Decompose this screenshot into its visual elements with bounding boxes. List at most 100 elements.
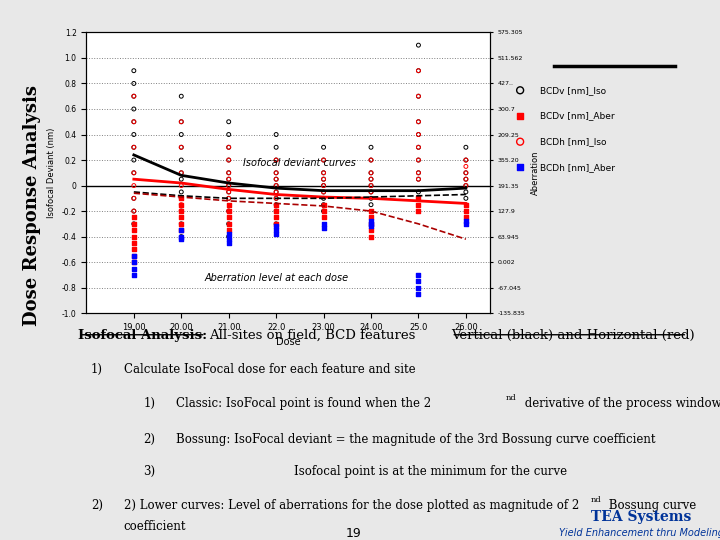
Point	[128, 181, 140, 190]
Point	[223, 235, 235, 244]
Point	[176, 226, 187, 234]
Text: 1): 1)	[91, 363, 103, 376]
Point	[365, 175, 377, 184]
Point	[223, 156, 235, 164]
Point	[176, 220, 187, 228]
Point	[318, 175, 329, 184]
Point	[318, 194, 329, 202]
Point	[223, 232, 235, 241]
Point	[460, 220, 472, 228]
Point	[223, 181, 235, 190]
Text: 1): 1)	[143, 397, 156, 410]
Point	[128, 194, 140, 202]
Point	[271, 187, 282, 196]
Point	[128, 239, 140, 247]
Point	[176, 207, 187, 215]
Point	[128, 168, 140, 177]
Text: Isofocal deviant curves: Isofocal deviant curves	[243, 158, 356, 168]
Point	[413, 168, 424, 177]
Point	[460, 217, 472, 226]
Point	[413, 41, 424, 50]
Point	[460, 181, 472, 190]
Point	[223, 230, 235, 238]
Point	[318, 156, 329, 164]
Point	[365, 187, 377, 196]
Point	[318, 156, 329, 164]
Point	[176, 181, 187, 190]
Point	[460, 156, 472, 164]
Point	[271, 222, 282, 231]
Y-axis label: Aberration: Aberration	[531, 151, 539, 195]
Point	[128, 143, 140, 152]
Point	[460, 175, 472, 184]
Text: Bossung curve: Bossung curve	[606, 499, 696, 512]
Point	[271, 200, 282, 209]
Point	[365, 181, 377, 190]
Point	[318, 143, 329, 152]
Point	[413, 168, 424, 177]
Point	[128, 264, 140, 273]
Point	[176, 207, 187, 215]
Text: coefficient: coefficient	[124, 519, 186, 532]
Point	[176, 117, 187, 126]
Point	[460, 168, 472, 177]
Point	[365, 143, 377, 152]
Point	[223, 194, 235, 202]
Point	[318, 213, 329, 222]
Point	[223, 207, 235, 215]
Point	[176, 194, 187, 202]
Point	[223, 207, 235, 215]
Point	[128, 79, 140, 88]
Point	[365, 222, 377, 231]
Point	[128, 92, 140, 100]
Point	[128, 258, 140, 266]
Point	[365, 181, 377, 190]
Point	[176, 194, 187, 202]
Point	[318, 207, 329, 215]
Point	[271, 181, 282, 190]
Point	[128, 168, 140, 177]
Point	[223, 143, 235, 152]
Point	[271, 130, 282, 139]
Point	[176, 187, 187, 196]
Point	[365, 213, 377, 222]
Point	[365, 207, 377, 215]
Point	[176, 156, 187, 164]
Point	[365, 232, 377, 241]
Point	[460, 162, 472, 171]
Point	[223, 239, 235, 247]
Point	[413, 277, 424, 286]
Point	[176, 168, 187, 177]
Text: nd: nd	[591, 496, 602, 504]
Text: BCDh [nm]_Aber: BCDh [nm]_Aber	[540, 163, 616, 172]
Point	[176, 232, 187, 241]
Point	[365, 220, 377, 228]
Point	[413, 143, 424, 152]
Point	[413, 66, 424, 75]
Text: TEA Systems: TEA Systems	[591, 510, 692, 524]
Point	[514, 86, 526, 94]
Point	[318, 224, 329, 232]
Point	[460, 175, 472, 184]
Point	[460, 213, 472, 222]
Point	[318, 207, 329, 215]
Point	[176, 226, 187, 234]
Point	[176, 220, 187, 228]
Point	[271, 207, 282, 215]
Text: BCDv [nm]_Aber: BCDv [nm]_Aber	[540, 111, 615, 120]
Point	[413, 130, 424, 139]
Point	[318, 187, 329, 196]
Point	[413, 284, 424, 292]
Text: 2): 2)	[91, 499, 103, 512]
Point	[271, 194, 282, 202]
Point	[271, 156, 282, 164]
Point	[176, 232, 187, 241]
Point	[460, 181, 472, 190]
Point	[365, 156, 377, 164]
Point	[413, 194, 424, 202]
Point	[460, 187, 472, 196]
Point	[176, 200, 187, 209]
Text: 19: 19	[345, 527, 361, 540]
Point	[128, 245, 140, 254]
Point	[176, 143, 187, 152]
